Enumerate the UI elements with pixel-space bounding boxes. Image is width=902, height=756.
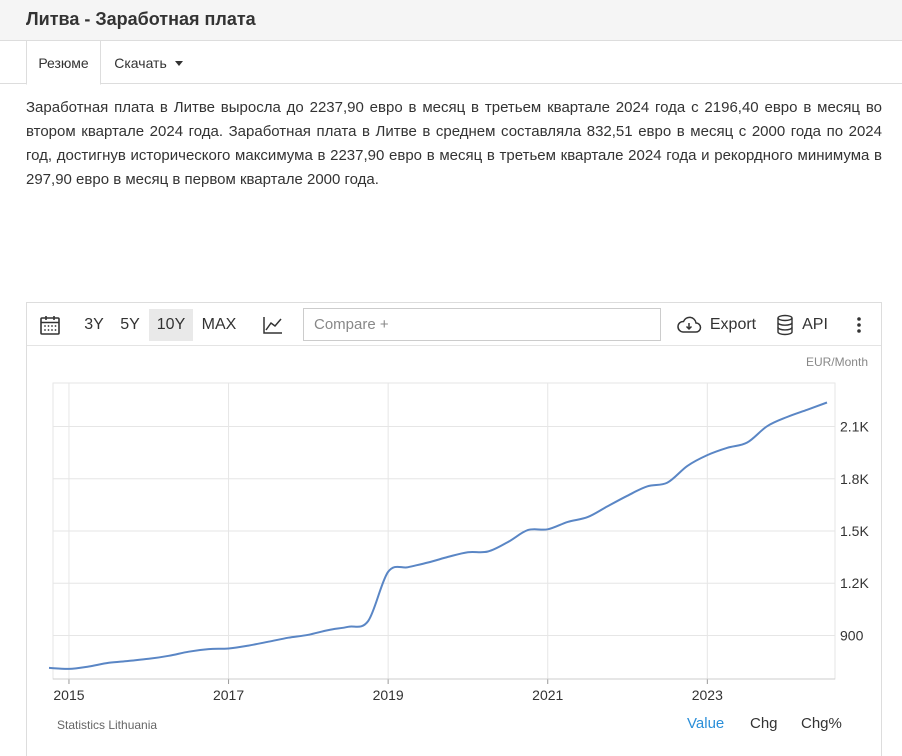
- tab-download-label: Скачать: [114, 55, 167, 71]
- tab-summary[interactable]: Резюме: [26, 41, 101, 85]
- cloud-download-icon: [677, 316, 702, 333]
- wage-series-line: [48, 401, 828, 670]
- chart-panel: 3Y 5Y 10Y MAX Export AP: [26, 302, 882, 756]
- data-point: [227, 647, 231, 651]
- y-tick-label: 900: [840, 627, 864, 643]
- data-point: [67, 667, 71, 671]
- data-point: [606, 504, 610, 508]
- data-point: [426, 561, 430, 565]
- page-title: Литва - Заработная плата: [26, 9, 256, 29]
- tab-summary-label: Резюме: [38, 54, 89, 71]
- data-point: [506, 540, 510, 544]
- data-point: [406, 565, 410, 569]
- data-point: [785, 415, 789, 419]
- export-label: Export: [709, 316, 757, 333]
- range-3y-button[interactable]: 3Y: [84, 316, 104, 333]
- range-5y-button[interactable]: 5Y: [120, 316, 140, 333]
- tab-download-dropdown[interactable]: Скачать: [101, 41, 196, 85]
- mode-chg-percent-button[interactable]: Chg%: [801, 715, 842, 732]
- data-point: [745, 441, 749, 445]
- title-bar: Литва - Заработная плата: [0, 0, 902, 41]
- y-tick-label: 2.1K: [840, 419, 869, 435]
- data-point: [247, 644, 251, 648]
- data-point: [266, 640, 270, 644]
- y-tick-label: 1.5K: [840, 523, 869, 539]
- range-10y-button[interactable]: 10Y: [149, 309, 193, 341]
- line-chart-icon[interactable]: [259, 309, 287, 341]
- data-point: [805, 408, 809, 412]
- data-point: [147, 657, 151, 661]
- source-label: Statistics Lithuania: [57, 718, 158, 732]
- data-point: [167, 654, 171, 658]
- data-point: [47, 666, 51, 670]
- data-point: [87, 665, 91, 669]
- x-tick-label: 2023: [692, 687, 723, 703]
- data-point: [825, 401, 829, 405]
- x-tick-label: 2019: [373, 687, 404, 703]
- data-point: [765, 424, 769, 428]
- data-point: [665, 481, 669, 485]
- summary-text: Заработная плата в Литве выросла до 2237…: [26, 99, 882, 188]
- database-icon: [777, 314, 793, 336]
- data-point: [326, 628, 330, 632]
- y-tick-label: 1.2K: [840, 575, 869, 591]
- data-point: [366, 619, 370, 623]
- range-max-button[interactable]: MAX: [201, 316, 237, 333]
- mode-value-button[interactable]: Value: [687, 715, 725, 732]
- data-point: [725, 446, 729, 450]
- data-point: [466, 550, 470, 554]
- data-point: [546, 527, 550, 531]
- tab-row: Резюме Скачать: [0, 41, 902, 85]
- x-tick-label: 2021: [532, 687, 563, 703]
- mode-chg-button[interactable]: Chg: [750, 715, 778, 732]
- x-tick-label: 2015: [53, 687, 84, 703]
- y-tick-label: 1.8K: [840, 471, 869, 487]
- compare-input[interactable]: [303, 308, 661, 341]
- data-point: [705, 453, 709, 457]
- data-point: [306, 633, 310, 637]
- vertical-dots-icon[interactable]: [847, 309, 871, 341]
- data-point: [526, 528, 530, 532]
- data-point: [207, 647, 211, 651]
- data-point: [566, 520, 570, 524]
- data-point: [286, 636, 290, 640]
- data-point: [626, 494, 630, 498]
- x-tick-label: 2017: [213, 687, 244, 703]
- unit-label: EUR/Month: [805, 355, 868, 369]
- data-point: [446, 555, 450, 559]
- data-point: [346, 625, 350, 629]
- wage-line-chart: 900 1.2K 1.5K 1.8K 2.1K 2015 2017 2019 2021 2023: [47, 382, 869, 703]
- data-point: [127, 659, 131, 663]
- data-point: [486, 550, 490, 554]
- data-point: [187, 650, 191, 654]
- data-point: [685, 464, 689, 468]
- chart-toolbar: 3Y 5Y 10Y MAX Export AP: [27, 303, 881, 346]
- api-label: API: [802, 316, 828, 333]
- export-button[interactable]: Export: [675, 309, 757, 341]
- data-point: [386, 570, 390, 574]
- data-point: [586, 515, 590, 519]
- caret-down-icon: [174, 60, 183, 66]
- data-point: [646, 484, 650, 488]
- calendar-icon[interactable]: [37, 309, 63, 341]
- api-button[interactable]: API: [773, 309, 831, 341]
- data-point: [107, 661, 111, 665]
